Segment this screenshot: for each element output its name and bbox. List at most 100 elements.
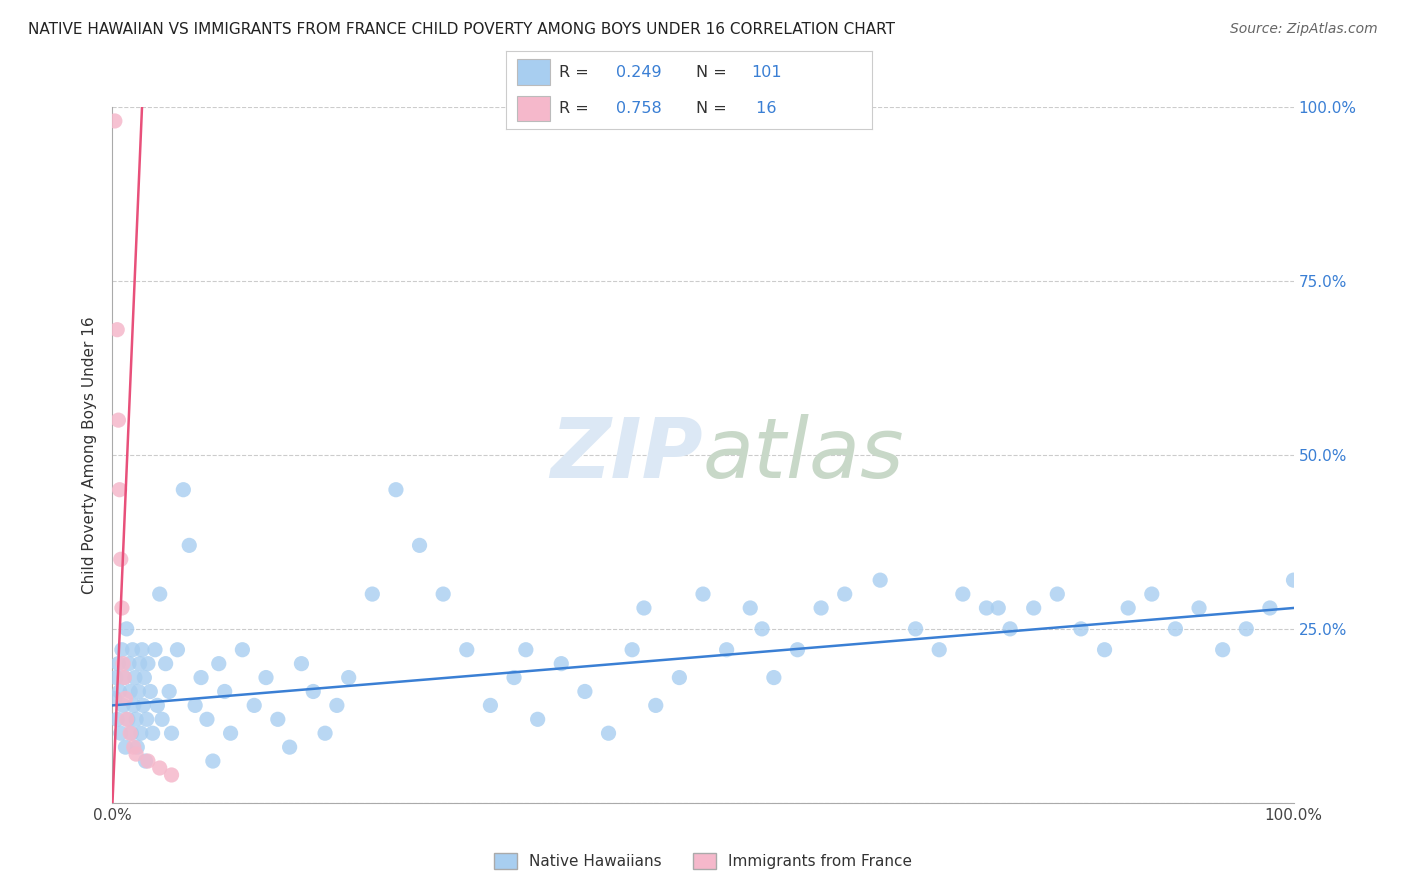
Point (302, 684, 325, 698)
Point (550, 657, 572, 671)
Point (243, 698, 266, 713)
Point (114, 740, 136, 755)
Point (135, 712, 157, 726)
Point (104, 691, 127, 706)
Legend: Native Hawaiians, Immigrants from France: Native Hawaiians, Immigrants from France (488, 847, 918, 875)
Point (110, 552, 132, 566)
Point (127, 684, 149, 698)
Text: ZIP: ZIP (550, 415, 703, 495)
Point (254, 671, 277, 685)
Point (1282, 573, 1305, 587)
Point (112, 671, 135, 685)
Point (146, 698, 169, 713)
Point (160, 768, 183, 782)
Point (762, 671, 785, 685)
Point (692, 587, 714, 601)
Point (987, 601, 1010, 615)
Point (149, 761, 172, 775)
Point (112, 657, 135, 671)
Point (1234, 622, 1257, 636)
Point (115, 622, 138, 636)
Text: 0.758: 0.758 (616, 101, 662, 116)
Point (129, 726, 152, 740)
Point (125, 747, 148, 761)
Point (115, 712, 138, 726)
Point (172, 483, 194, 497)
Point (998, 622, 1021, 636)
Point (928, 642, 950, 657)
Point (810, 601, 832, 615)
Text: R =: R = (560, 64, 595, 79)
Text: 101: 101 (751, 64, 782, 79)
Point (290, 657, 312, 671)
Point (108, 684, 131, 698)
Point (114, 691, 136, 706)
Point (160, 726, 183, 740)
Point (122, 698, 145, 713)
Y-axis label: Child Poverty Among Boys Under 16: Child Poverty Among Boys Under 16 (82, 316, 97, 594)
Text: atlas: atlas (703, 415, 904, 495)
Point (869, 573, 891, 587)
Point (598, 726, 620, 740)
Point (139, 684, 162, 698)
Point (108, 483, 131, 497)
Point (385, 483, 408, 497)
Point (1140, 587, 1163, 601)
Point (110, 726, 132, 740)
Point (112, 671, 135, 685)
Text: R =: R = (560, 101, 595, 116)
Point (716, 642, 738, 657)
Point (432, 587, 454, 601)
Point (128, 657, 150, 671)
Point (134, 671, 156, 685)
Point (574, 684, 596, 698)
Point (120, 726, 142, 740)
Point (219, 726, 242, 740)
Point (314, 726, 336, 740)
Point (107, 413, 129, 427)
Point (786, 642, 808, 657)
Point (143, 642, 166, 657)
Point (120, 684, 142, 698)
Point (105, 323, 128, 337)
Point (208, 657, 231, 671)
Point (904, 622, 927, 636)
Point (644, 698, 666, 713)
Point (214, 684, 236, 698)
Point (155, 657, 177, 671)
Point (111, 601, 134, 615)
Point (136, 657, 159, 671)
Point (179, 538, 201, 552)
Point (184, 698, 207, 713)
Point (1094, 642, 1116, 657)
Point (278, 740, 301, 755)
Point (668, 671, 690, 685)
Point (104, 114, 127, 128)
Point (149, 587, 172, 601)
Text: NATIVE HAWAIIAN VS IMMIGRANTS FROM FRANCE CHILD POVERTY AMONG BOYS UNDER 16 CORR: NATIVE HAWAIIAN VS IMMIGRANTS FROM FRANC… (28, 22, 896, 37)
Point (195, 712, 218, 726)
Point (267, 712, 290, 726)
Point (456, 642, 478, 657)
Point (740, 601, 762, 615)
Bar (517, 60, 550, 85)
Point (1188, 601, 1211, 615)
Bar (517, 95, 550, 120)
Point (952, 587, 974, 601)
Point (111, 642, 134, 657)
Point (125, 712, 148, 726)
Point (1070, 622, 1092, 636)
Point (157, 684, 180, 698)
Point (107, 657, 129, 671)
Point (131, 642, 153, 657)
Point (120, 726, 142, 740)
Point (361, 587, 384, 601)
Point (117, 712, 139, 726)
Text: Source: ZipAtlas.com: Source: ZipAtlas.com (1230, 22, 1378, 37)
Point (122, 740, 145, 755)
Point (526, 712, 548, 726)
Point (150, 712, 173, 726)
Point (1212, 642, 1234, 657)
Text: 0.249: 0.249 (616, 64, 661, 79)
Point (633, 601, 655, 615)
